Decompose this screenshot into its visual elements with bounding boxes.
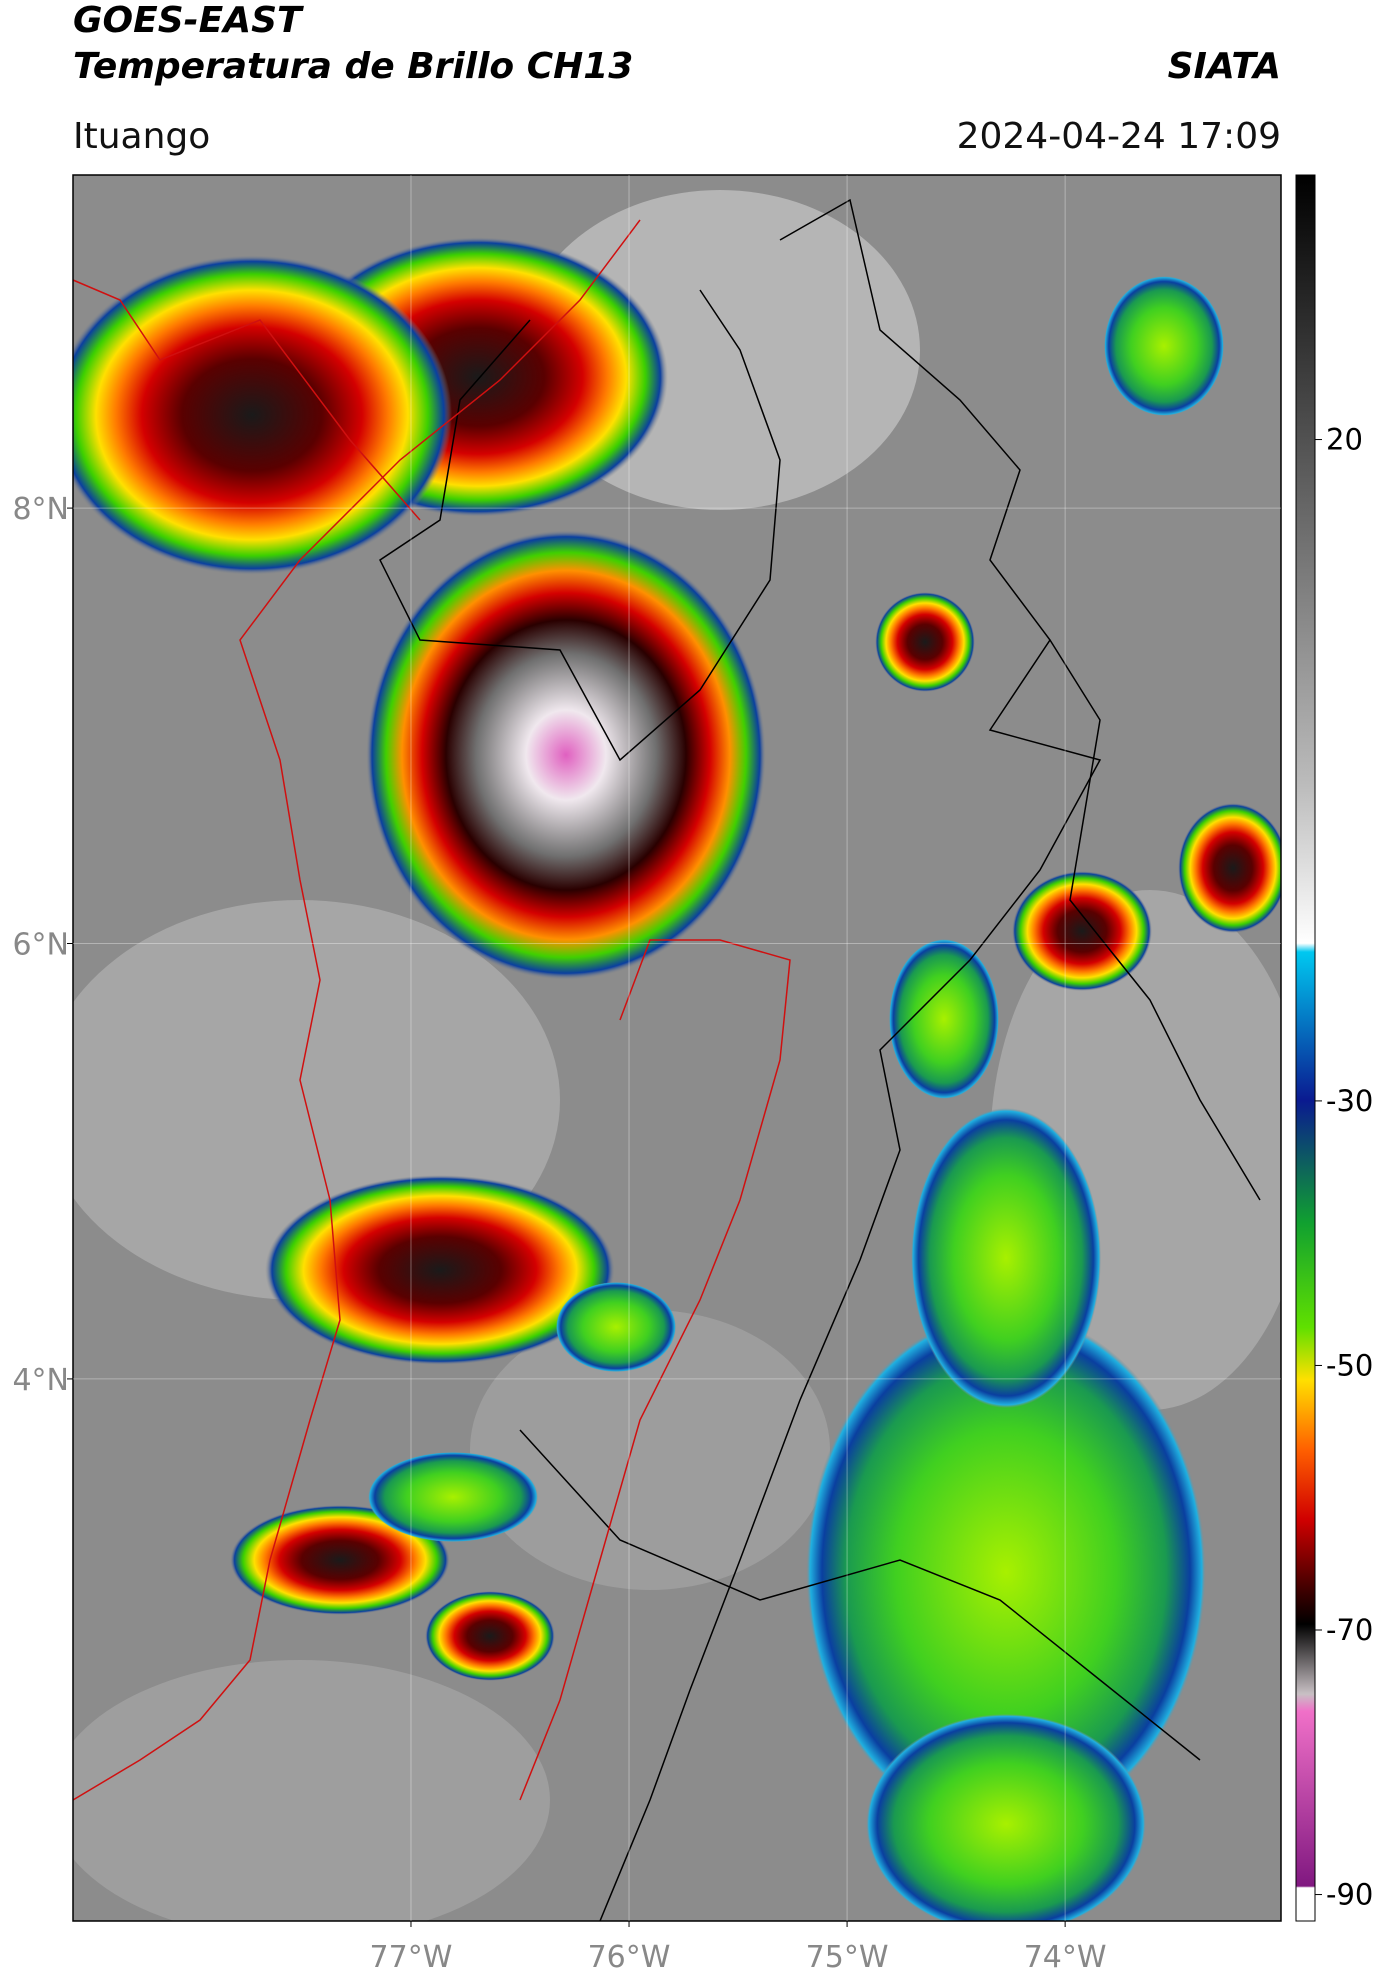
x-tick-label: 75°W bbox=[806, 1940, 889, 1975]
subtitle: Temperatura de Brillo CH13 bbox=[73, 46, 633, 87]
colorbar-tick-label: 20 bbox=[1326, 423, 1363, 457]
colorbar bbox=[1295, 174, 1316, 1922]
colorbar-tick-label: -30 bbox=[1326, 1084, 1373, 1118]
map-frame bbox=[72, 174, 1282, 1922]
x-tick-label: 74°W bbox=[1024, 1940, 1107, 1975]
x-tick-label: 77°W bbox=[370, 1940, 453, 1975]
title: GOES-EAST bbox=[73, 0, 304, 41]
location: Ituango bbox=[73, 116, 210, 157]
datetime: 2024-04-24 17:09 bbox=[957, 116, 1281, 157]
colorbar-tick-label: -50 bbox=[1326, 1348, 1373, 1382]
y-tick-label: 4°N bbox=[12, 1363, 69, 1398]
colorbar-tick-label: -90 bbox=[1326, 1878, 1373, 1912]
map-imagery bbox=[73, 175, 1281, 1921]
y-tick-label: 8°N bbox=[12, 492, 69, 527]
y-tick-label: 6°N bbox=[12, 928, 69, 963]
x-tick-label: 76°W bbox=[588, 1940, 671, 1975]
source: SIATA bbox=[1168, 46, 1281, 87]
colorbar-tick-label: -70 bbox=[1326, 1613, 1373, 1647]
